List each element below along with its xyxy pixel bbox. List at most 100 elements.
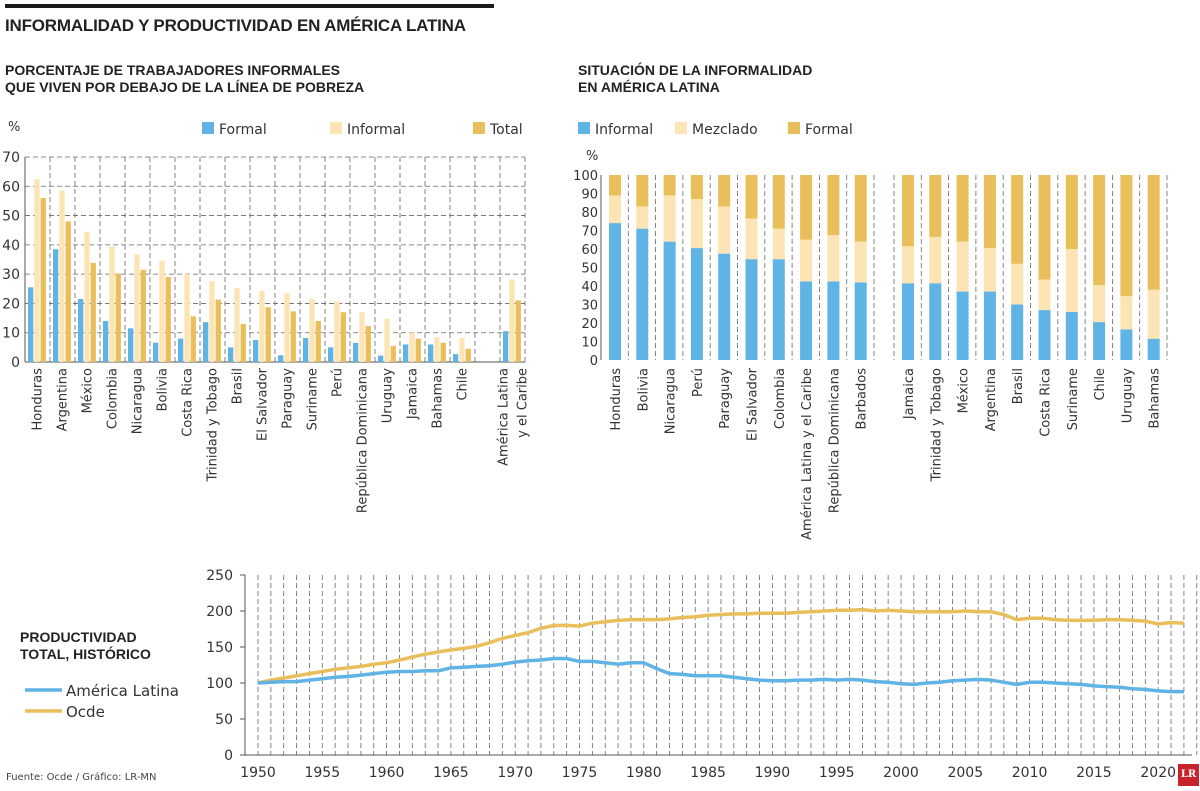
right-bar-formal: [718, 175, 731, 207]
right-bar-informal: [772, 259, 785, 360]
right-bar-formal: [929, 175, 942, 237]
line-x-tick: 1970: [497, 765, 533, 781]
left-bar-formal: [78, 299, 84, 362]
right-bar-formal: [1038, 175, 1051, 280]
right-bar-formal: [690, 175, 703, 200]
right-x-label: Suriname: [1066, 368, 1081, 430]
left-bar-total: [390, 345, 396, 362]
line-y-tick: 0: [224, 748, 233, 764]
right-x-label: Uruguay: [1120, 368, 1135, 424]
right-legend-swatch-formal: [788, 122, 800, 134]
right-bar-formal: [854, 175, 867, 242]
left-legend-swatch-formal: [202, 122, 214, 134]
right-bar-mezclado: [854, 241, 867, 283]
left-bar-informal: [334, 301, 340, 362]
right-legend-swatch-informal: [578, 122, 590, 134]
right-y-tick: 90: [581, 188, 598, 203]
left-x-label: Bolivia: [156, 368, 171, 411]
line-series-américa-latina: [257, 656, 1184, 694]
left-x-label: Colombia: [106, 368, 121, 429]
right-bar-formal: [636, 175, 649, 207]
right-x-label: Perú: [691, 368, 706, 397]
right-bar-mezclado: [718, 206, 731, 254]
right-bar-formal: [1120, 175, 1133, 297]
right-bar-mezclado: [1147, 289, 1160, 339]
right-x-label: México: [957, 368, 972, 413]
right-x-label: Trinidad y Tobago: [929, 368, 944, 482]
left-bar-informal: [359, 312, 365, 362]
left-bar-informal: [284, 293, 290, 362]
left-bar-informal: [234, 288, 240, 362]
right-y-tick: 0: [590, 354, 598, 369]
left-y-tick: 40: [2, 238, 20, 254]
right-bar-formal: [745, 175, 758, 219]
line-x-tick: 1990: [755, 765, 791, 781]
left-bar-informal: [259, 290, 265, 362]
right-bar-informal: [929, 283, 942, 360]
left-bar-total: [115, 273, 121, 362]
right-bar-mezclado: [609, 195, 621, 224]
left-x-label: República Dominicana: [356, 368, 371, 513]
right-chart-title: SITUACIÓN DE LA INFORMALIDAD EN AMÉRICA …: [578, 62, 812, 96]
right-bar-mezclado: [1120, 296, 1133, 330]
left-bar-informal: [509, 279, 515, 362]
left-bar-total: [40, 198, 46, 362]
right-bar-mezclado: [1011, 263, 1024, 305]
line-x-tick: 2000: [883, 765, 919, 781]
right-bar-informal: [827, 281, 840, 360]
line-x-tick: 1950: [240, 765, 276, 781]
left-legend-label: Formal: [219, 122, 267, 138]
left-x-label: Paraguay: [281, 368, 296, 429]
right-bar-informal: [609, 223, 621, 360]
right-bar-mezclado: [772, 228, 785, 260]
left-legend-label: Total: [489, 122, 523, 138]
right-bar-mezclado: [1065, 249, 1078, 312]
right-bar-formal: [663, 175, 676, 196]
left-bar-total: [240, 323, 246, 362]
right-bar-mezclado: [800, 239, 813, 282]
left-bar-formal: [378, 355, 384, 362]
left-bar-formal: [53, 249, 59, 362]
left-x-label: América Latina: [497, 368, 512, 466]
right-bar-formal: [772, 175, 785, 229]
right-bar-informal: [745, 259, 758, 360]
right-y-tick: 100: [573, 169, 598, 184]
right-bar-mezclado: [902, 246, 914, 284]
right-x-label: Bolivia: [636, 368, 651, 411]
line-chart-title: PRODUCTIVIDAD TOTAL, HISTÓRICO: [20, 629, 151, 663]
left-bar-total: [515, 300, 521, 362]
right-bar-mezclado: [1093, 285, 1106, 323]
right-bar-mezclado: [636, 206, 649, 229]
left-legend-label: Informal: [347, 122, 405, 138]
left-bar-informal: [59, 190, 65, 362]
right-legend-swatch-mezclado: [675, 122, 687, 134]
right-bar-informal: [1147, 338, 1160, 360]
right-y-tick: 10: [581, 336, 598, 351]
left-bar-formal: [303, 337, 309, 362]
left-bar-informal: [134, 254, 140, 362]
right-bar-formal: [902, 175, 914, 247]
line-x-tick: 2010: [1012, 765, 1048, 781]
left-bar-formal: [178, 338, 184, 362]
left-bar-informal: [309, 299, 315, 362]
right-bar-informal: [1093, 322, 1106, 360]
left-bar-formal: [253, 340, 259, 362]
right-x-label: Bahamas: [1148, 368, 1163, 429]
right-bar-formal: [1065, 175, 1078, 249]
left-bar-total: [365, 325, 371, 362]
line-chart-title-line-1: PRODUCTIVIDAD: [20, 629, 137, 645]
right-bar-informal: [663, 241, 676, 360]
right-bar-informal: [983, 291, 996, 360]
left-x-label: Nicaragua: [131, 368, 146, 434]
right-y-tick: 70: [581, 225, 598, 240]
right-y-tick: 50: [581, 262, 598, 277]
left-y-unit: %: [8, 120, 20, 135]
line-x-tick: 1980: [626, 765, 662, 781]
right-x-label: Barbados: [855, 368, 870, 430]
right-bar-informal: [800, 281, 813, 360]
line-legend-label: América Latina: [66, 682, 179, 700]
line-x-tick: 1960: [369, 765, 405, 781]
line-x-tick: 1955: [304, 765, 340, 781]
right-x-label: Paraguay: [718, 368, 733, 429]
